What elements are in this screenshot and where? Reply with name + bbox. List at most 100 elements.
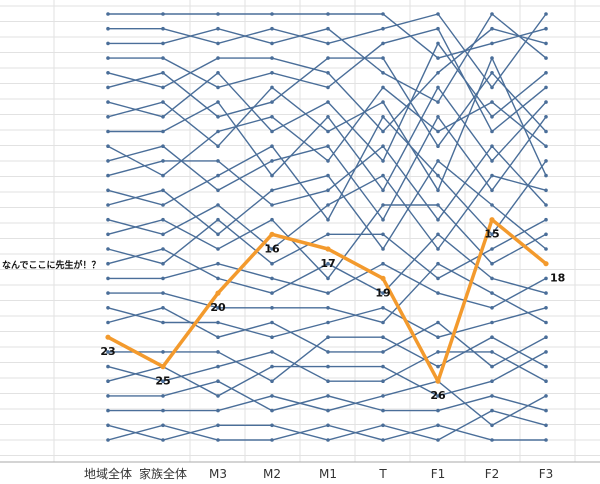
series-point <box>270 335 274 340</box>
highlight-data-label: 17 <box>320 257 335 270</box>
series-point <box>270 26 274 31</box>
series-point <box>106 115 110 119</box>
series-point <box>436 144 440 148</box>
series-point <box>270 115 274 119</box>
x-tick-label: 地域全体 <box>84 466 132 481</box>
series-point <box>326 438 330 442</box>
series-point <box>490 173 494 178</box>
series-point <box>436 408 440 413</box>
series-point <box>270 261 274 266</box>
highlight-data-label: 23 <box>100 345 115 358</box>
series-point <box>106 232 110 237</box>
series-point <box>490 408 494 413</box>
series-point <box>106 320 110 325</box>
series-point <box>326 115 330 119</box>
series-point <box>381 217 385 222</box>
series-point <box>270 320 274 325</box>
highlight-point <box>380 275 386 281</box>
series-point <box>106 438 110 442</box>
series-point <box>106 350 110 354</box>
x-tick-label: 家族全体 <box>139 466 187 481</box>
series-point <box>544 12 548 16</box>
series-point <box>436 232 440 237</box>
series-point <box>544 408 548 413</box>
series-point <box>270 71 274 75</box>
series-point <box>326 291 330 295</box>
series-point <box>106 12 110 16</box>
series-point <box>326 41 330 46</box>
series-point <box>326 144 330 148</box>
series-point <box>216 26 220 31</box>
series-point <box>106 188 110 193</box>
series-point <box>381 41 385 46</box>
series-point <box>216 276 220 281</box>
series-point <box>216 438 220 442</box>
series-point <box>490 350 494 354</box>
highlight-data-label: 18 <box>550 272 565 285</box>
series-point <box>490 261 494 266</box>
series-point <box>436 261 440 266</box>
series-point <box>161 320 165 325</box>
series-point <box>436 188 440 193</box>
series-point <box>326 232 330 237</box>
series-point <box>490 320 494 325</box>
highlight-series <box>105 217 549 384</box>
series-point <box>106 379 110 384</box>
series-point <box>544 379 548 384</box>
series-point <box>544 232 548 237</box>
series-point <box>436 173 440 178</box>
series-point <box>436 423 440 428</box>
series-point <box>381 129 385 134</box>
series-point <box>161 217 165 222</box>
series-point <box>326 394 330 398</box>
series-point <box>326 129 330 134</box>
series-point <box>161 100 165 104</box>
series-point <box>106 423 110 428</box>
series-point <box>490 188 494 193</box>
series-point <box>270 408 274 413</box>
series-point <box>270 188 274 193</box>
series-point <box>490 129 494 134</box>
highlight-data-labels: 23 25 20 16 17 19 26 15 18 <box>100 228 565 403</box>
series-point <box>161 203 165 207</box>
series-point <box>544 115 548 119</box>
series-point <box>106 203 110 207</box>
series-point <box>436 291 440 295</box>
series-point <box>326 306 330 310</box>
series-point <box>490 26 494 31</box>
series-point <box>326 320 330 325</box>
series-point <box>436 335 440 340</box>
series-point <box>381 144 385 148</box>
series-point <box>106 261 110 266</box>
series-point <box>544 85 548 90</box>
series-point <box>490 203 494 207</box>
series-point <box>216 423 220 428</box>
series-point <box>270 173 274 178</box>
series-point <box>216 261 220 266</box>
series-point <box>326 423 330 428</box>
series-point <box>326 26 330 31</box>
series-point <box>216 41 220 46</box>
series-point <box>161 379 165 384</box>
series-point <box>161 159 165 163</box>
series-point <box>326 408 330 413</box>
series-point <box>490 85 494 90</box>
series-point <box>216 217 220 222</box>
series-point <box>436 203 440 207</box>
series-point <box>381 247 385 251</box>
series-point <box>544 276 548 281</box>
series-point <box>544 423 548 428</box>
series-point <box>381 394 385 398</box>
series-point <box>216 203 220 207</box>
series-point <box>544 100 548 104</box>
series-point <box>161 306 165 310</box>
series-point <box>544 129 548 134</box>
series-point <box>544 71 548 75</box>
series-point <box>381 85 385 90</box>
series-point <box>436 85 440 90</box>
series-point <box>326 350 330 354</box>
series-point <box>490 71 494 75</box>
series-point <box>490 115 494 119</box>
x-tick-label: F2 <box>485 467 500 481</box>
